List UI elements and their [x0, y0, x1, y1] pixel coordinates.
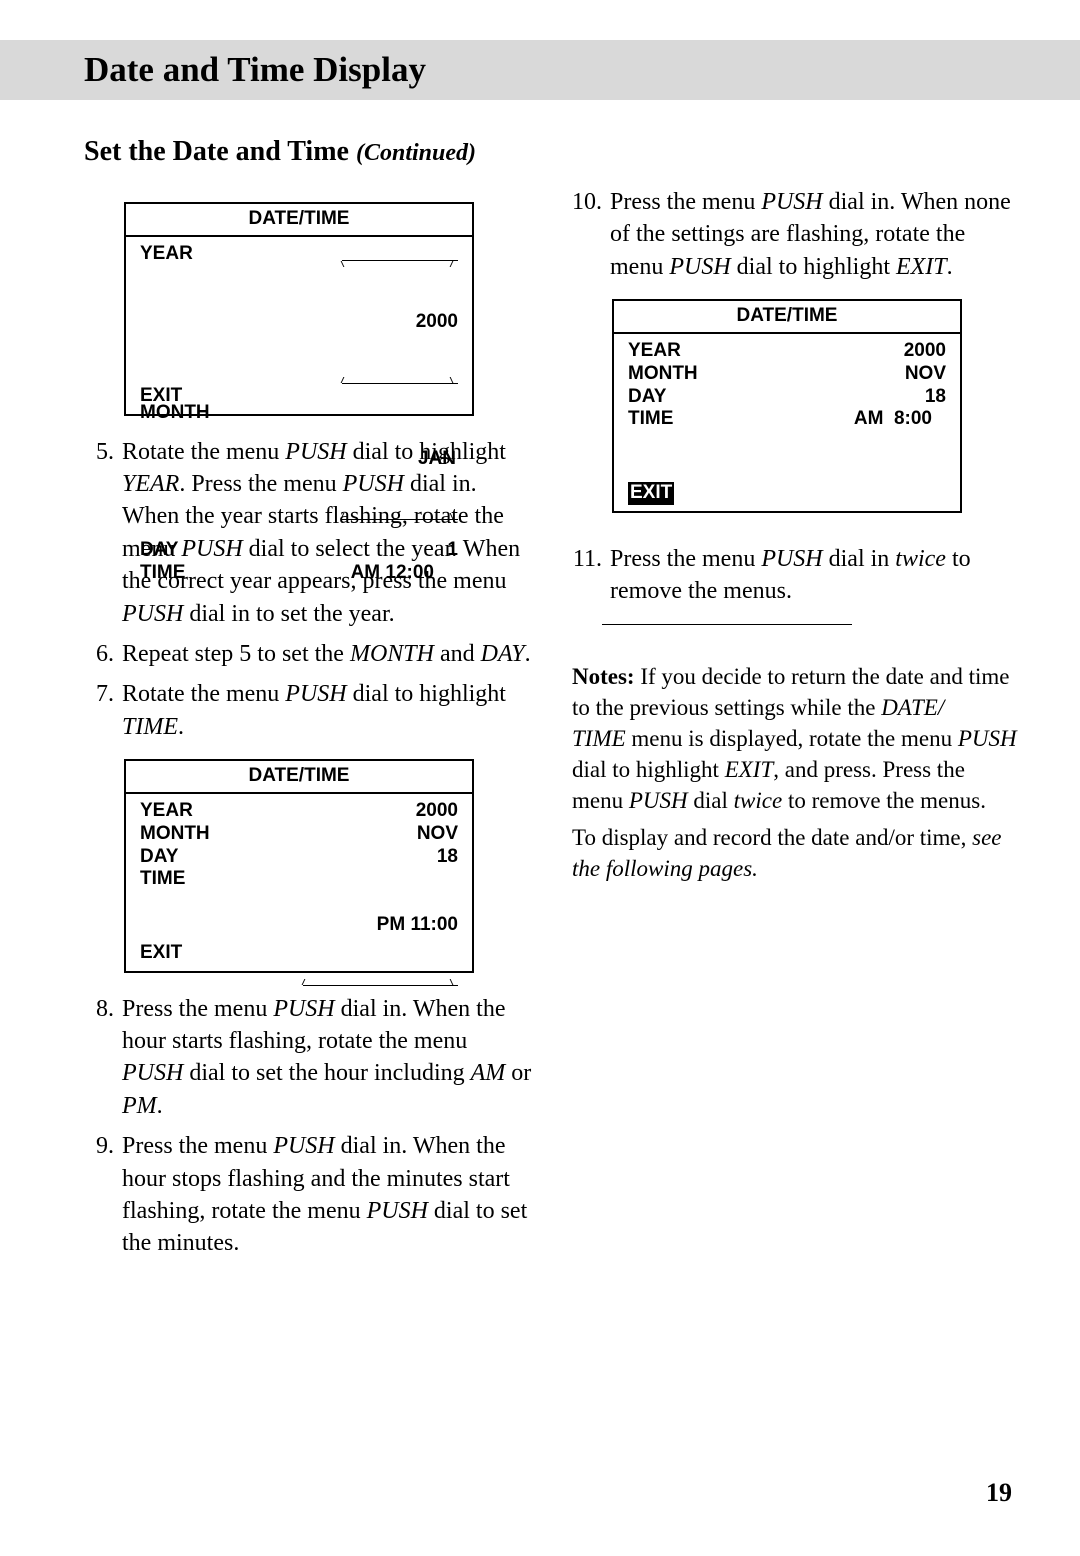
highlight-year: 2000 — [342, 266, 458, 380]
step-text: Press the menu PUSH dial in. When none o… — [610, 189, 1011, 280]
separator-line — [602, 624, 852, 625]
step-number: 11. — [572, 543, 602, 575]
step-9: 9. Press the menu PUSH dial in. When the… — [84, 1130, 532, 1260]
year-label: YEAR — [140, 800, 193, 823]
month-label: MONTH — [628, 363, 698, 386]
dt-body: YEAR 2000 MONTH NOV DAY 18 TIME AM 8:00 — [614, 334, 960, 482]
subtitle-text: Set the Date and Time — [84, 136, 349, 167]
time-label: TIME — [140, 868, 185, 1005]
step-7: 7. Rotate the menu PUSH dial to highligh… — [84, 678, 532, 743]
notes-section: Notes: If you decide to return the date … — [572, 661, 1020, 884]
datetime-box-2: DATE/TIME YEAR 2000 MONTH NOV DAY 18 TIM… — [124, 759, 474, 973]
step-number: 7. — [84, 678, 114, 710]
notes-paragraph-2: To display and record the date and/or ti… — [572, 822, 1020, 884]
step-6: 6. Repeat step 5 to set the MONTH and DA… — [84, 638, 532, 670]
subtitle-continued: (Continued) — [356, 140, 476, 166]
day-value: 18 — [437, 846, 458, 869]
day-value: 18 — [925, 386, 946, 409]
year-label: YEAR — [628, 340, 681, 363]
step-number: 6. — [84, 638, 114, 670]
year-label: YEAR — [140, 243, 193, 403]
step-10: 10. Press the menu PUSH dial in. When no… — [572, 186, 1020, 283]
day-label: DAY — [628, 386, 666, 409]
year-value-text: 2000 — [416, 311, 458, 332]
dt-body: YEAR 2000 MONTH JAN — [126, 237, 472, 385]
exit-highlighted: EXIT — [628, 482, 674, 505]
left-column: DATE/TIME YEAR 2000 MONTH — [84, 186, 532, 1268]
dt-footer: EXIT — [614, 482, 960, 511]
datetime-box-3: DATE/TIME YEAR 2000 MONTH NOV DAY 18 TIM… — [612, 299, 962, 513]
two-column-layout: DATE/TIME YEAR 2000 MONTH — [0, 186, 1080, 1268]
notes-paragraph-1: Notes: If you decide to return the date … — [572, 661, 1020, 816]
steps-list-right-1: 10. Press the menu PUSH dial in. When no… — [572, 186, 1020, 283]
highlight-time: PM 11:00 — [303, 891, 458, 982]
step-8: 8. Press the menu PUSH dial in. When the… — [84, 993, 532, 1123]
year-value: 2000 — [904, 340, 946, 363]
step-11: 11. Press the menu PUSH dial in twice to… — [572, 543, 1020, 608]
step-number: 8. — [84, 993, 114, 1025]
steps-list-right-2: 11. Press the menu PUSH dial in twice to… — [572, 543, 1020, 608]
step-number: 5. — [84, 436, 114, 468]
step-number: 10. — [572, 186, 602, 218]
step-text: Repeat step 5 to set the MONTH and DAY. — [122, 641, 531, 667]
title-bar: Date and Time Display — [0, 40, 1080, 100]
steps-list-left-2: 8. Press the menu PUSH dial in. When the… — [84, 993, 532, 1260]
page-number: 19 — [986, 1478, 1012, 1508]
dt-header: DATE/TIME — [126, 204, 472, 237]
time-label: TIME — [628, 408, 673, 431]
dt-header: DATE/TIME — [614, 301, 960, 334]
month-value: NOV — [905, 363, 946, 386]
step-text: Rotate the menu PUSH dial to highlight T… — [122, 681, 506, 739]
month-value: NOV — [417, 823, 458, 846]
day-label: DAY — [140, 846, 178, 869]
right-column: 10. Press the menu PUSH dial in. When no… — [572, 186, 1020, 1268]
step-text: Press the menu PUSH dial in. When the ho… — [122, 996, 531, 1119]
step-5: 5. Rotate the menu PUSH dial to highligh… — [84, 436, 532, 630]
month-label: MONTH — [140, 823, 210, 846]
dt-body: YEAR 2000 MONTH NOV DAY 18 TIME PM 11:00 — [126, 794, 472, 942]
step-text: Rotate the menu PUSH dial to highlight Y… — [122, 439, 520, 627]
time-value: PM 11:00 — [239, 868, 458, 1005]
steps-list-left-1: 5. Rotate the menu PUSH dial to highligh… — [84, 436, 532, 744]
time-value: AM 8:00 — [854, 408, 946, 431]
step-number: 9. — [84, 1130, 114, 1162]
step-text: Press the menu PUSH dial in twice to rem… — [610, 546, 971, 604]
datetime-box-1: DATE/TIME YEAR 2000 MONTH — [124, 202, 474, 416]
year-value: 2000 — [416, 800, 458, 823]
step-text: Press the menu PUSH dial in. When the ho… — [122, 1133, 527, 1256]
section-subtitle: Set the Date and Time (Continued) — [0, 100, 1080, 186]
dt-header: DATE/TIME — [126, 761, 472, 794]
page-title: Date and Time Display — [84, 50, 1060, 90]
year-value: 2000 — [278, 243, 458, 403]
time-value-text: PM 11:00 — [377, 914, 458, 935]
